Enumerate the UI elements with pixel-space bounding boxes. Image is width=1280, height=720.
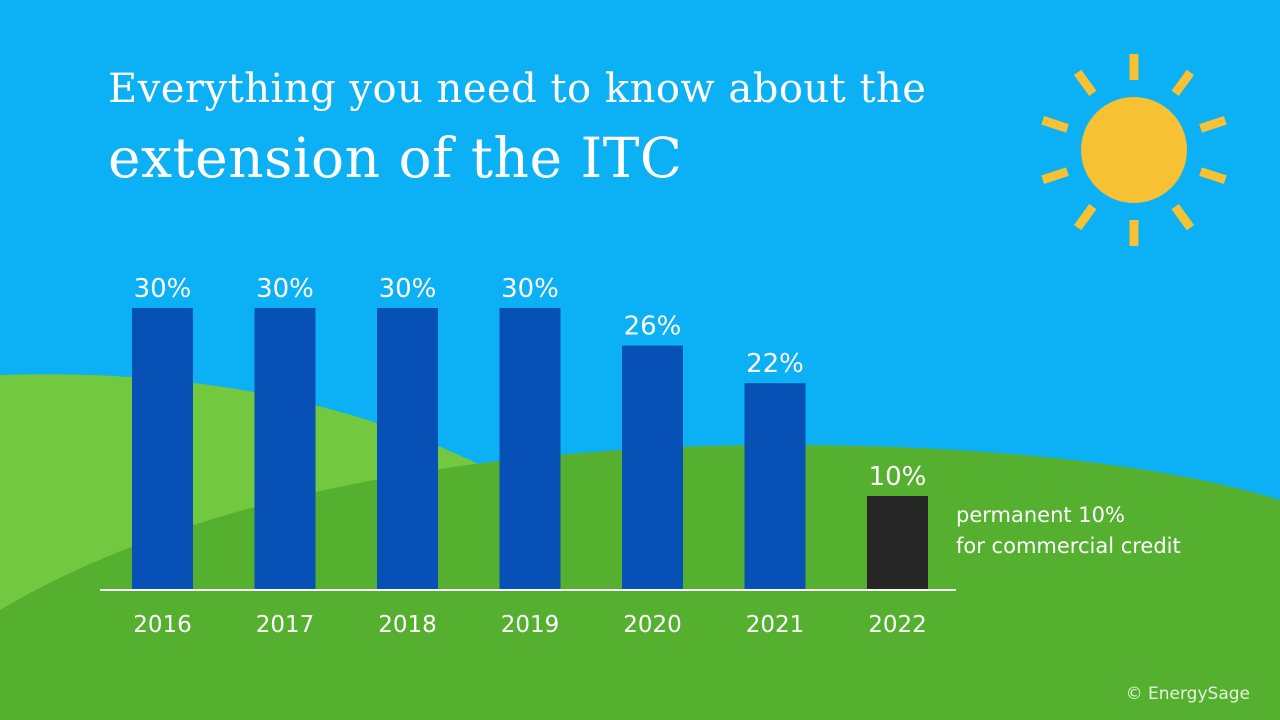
sun-ray [1041,167,1069,184]
note-line-2: for commercial credit [956,534,1181,558]
x-tick-label-2016: 2016 [133,612,192,638]
sun-ray [1073,203,1097,231]
bar-2018 [377,308,438,590]
sun-ray [1073,69,1097,97]
sun-ray [1199,167,1227,184]
data-label-2022: 10% [869,462,927,492]
itc-bar-chart: 30% 2016 30% 2017 30% 2018 30% 2019 26% 2020 22% 20… [100,274,956,638]
title-line-1: Everything you need to know about the [108,66,927,112]
sun-ray [1171,69,1195,97]
bar-2022 [867,496,928,590]
bar-2020 [622,345,683,590]
x-tick-label-2020: 2020 [623,612,682,638]
sun-ray [1041,116,1069,133]
data-label-2016: 30% [134,274,192,304]
data-label-2018: 30% [379,274,437,304]
sun-ray [1171,203,1195,231]
bar-2017 [254,308,316,590]
bar-2019 [499,308,561,590]
x-tick-label-2022: 2022 [868,612,927,638]
sun-disc [1081,97,1187,203]
bar-2021 [744,383,806,590]
bar-2016 [132,308,193,590]
commercial-credit-note: permanent 10% for commercial credit [956,500,1181,562]
x-tick-label-2019: 2019 [501,612,560,638]
data-label-2017: 30% [256,274,314,304]
sun-icon [1041,54,1227,246]
data-label-2020: 26% [624,312,682,342]
note-line-1: permanent 10% [956,503,1125,527]
x-tick-label-2017: 2017 [256,612,315,638]
sun-ray [1199,116,1227,133]
title-line-2: extension of the ITC [108,126,683,190]
data-label-2021: 22% [746,349,804,379]
copyright-label: © EnergySage [1125,684,1250,704]
data-label-2019: 30% [501,274,559,304]
x-tick-label-2018: 2018 [378,612,437,638]
x-tick-label-2021: 2021 [746,612,805,638]
